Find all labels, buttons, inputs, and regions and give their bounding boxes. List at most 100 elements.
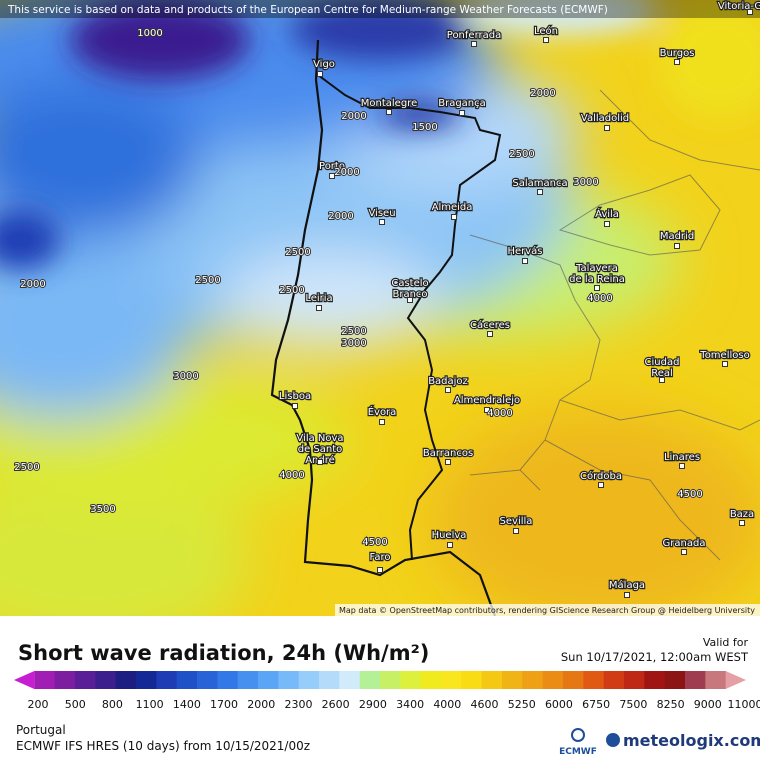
- colorbar-label: 6750: [582, 698, 610, 711]
- city-label: Faro: [370, 552, 391, 563]
- colorbar-label: 7500: [619, 698, 647, 711]
- city-dot: [739, 520, 745, 526]
- field: [0, 0, 760, 616]
- colorbar-label: 6000: [545, 698, 573, 711]
- colorbar-label: 1700: [210, 698, 238, 711]
- brand: meteologix.com: [623, 731, 760, 750]
- colorbar-label: 2900: [359, 698, 387, 711]
- city-dot: [459, 110, 465, 116]
- city-label: Burgos: [660, 48, 695, 59]
- city-dot: [747, 9, 753, 15]
- colorbar-segment: [461, 671, 483, 689]
- contour-label: 2000: [341, 111, 366, 122]
- colorbar-label: 200: [28, 698, 49, 711]
- city-label: Branco: [392, 289, 427, 300]
- colorbar-segment: [624, 671, 645, 689]
- city-dot: [513, 528, 519, 534]
- city-label: Málaga: [609, 579, 645, 591]
- colorbar-segment: [278, 671, 300, 689]
- colorbar-label: 1100: [136, 698, 164, 711]
- colorbar-segment: [298, 671, 320, 689]
- colorbar-label: 4000: [433, 698, 461, 711]
- city-dot: [679, 463, 685, 469]
- city-label: Almeida: [432, 202, 473, 213]
- city-label: Ciudad: [645, 357, 680, 368]
- colorbar-segment: [34, 671, 56, 689]
- colorbar-segment: [705, 671, 727, 689]
- city-dot: [722, 361, 728, 367]
- city-label: León: [534, 25, 558, 37]
- city-dot: [674, 59, 680, 65]
- city-dot: [681, 549, 687, 555]
- colorbar-segment: [95, 671, 117, 689]
- contour-label: 4000: [279, 470, 304, 481]
- colorbar-segment: [400, 671, 422, 689]
- colorbar-segment: [54, 671, 76, 689]
- colorbar-label: 9000: [694, 698, 722, 711]
- colorbar-segment: [156, 671, 178, 689]
- colorbar-label: 2300: [284, 698, 312, 711]
- colorbar-label: 800: [102, 698, 123, 711]
- country-border: [317, 74, 502, 561]
- city-dot: [543, 37, 549, 43]
- colorbar-segment: [319, 671, 340, 689]
- city-label: Lisboa: [279, 391, 311, 402]
- city-label: Valladolid: [581, 113, 629, 124]
- colorbar-label: 8250: [657, 698, 685, 711]
- contour-label: 3000: [341, 338, 366, 349]
- city-dot: [377, 567, 383, 573]
- city-dot: [445, 459, 451, 465]
- contour-label: 3500: [90, 504, 115, 515]
- colorbar-segment: [75, 671, 96, 689]
- contour-label: 4500: [362, 537, 387, 548]
- city-dot: [674, 243, 680, 249]
- city-label: Vigo: [313, 59, 335, 70]
- city-label: Vila Nova: [296, 433, 343, 444]
- contour-label: 2500: [195, 275, 220, 286]
- colorbar-segment: [197, 671, 218, 689]
- brand-icon: [606, 733, 620, 747]
- city-label: Porto: [319, 161, 345, 172]
- colorbar-segment: [502, 671, 523, 689]
- city-dot: [604, 221, 610, 227]
- contour-label: 2000: [334, 167, 359, 178]
- city-label: Viseu: [368, 208, 395, 219]
- city-dot: [594, 285, 600, 291]
- contour-label: 3000: [173, 371, 198, 382]
- city-dot: [329, 173, 335, 179]
- colorbar-segment: [258, 671, 279, 689]
- colorbar-segment: [441, 671, 462, 689]
- colorbar-label: 500: [65, 698, 86, 711]
- contour-label: 2000: [328, 211, 353, 222]
- colorbar-segment: [481, 671, 503, 689]
- colorbar-label: 5250: [508, 698, 536, 711]
- contour-label: 2000: [530, 88, 555, 99]
- ecmwf-icon: [571, 728, 585, 742]
- notice: This service is based on data and produc…: [7, 4, 608, 16]
- city-dot: [379, 219, 385, 225]
- contour-label: 2500: [509, 149, 534, 160]
- city-label: Castelo: [391, 278, 428, 289]
- model-info: ECMWF IFS HRES (10 days) from 10/15/2021…: [16, 739, 310, 753]
- colorbar-segment: [237, 671, 259, 689]
- contour-label: 4000: [487, 408, 512, 419]
- colorbar-segment: [380, 671, 401, 689]
- city-dot: [292, 403, 298, 409]
- colorbar-end: [14, 671, 35, 689]
- valid-label: Valid for: [703, 636, 749, 649]
- contour-label: 3000: [573, 177, 598, 188]
- colorbar-segment: [115, 671, 137, 689]
- contour-label: 2500: [14, 462, 39, 473]
- city-dot: [447, 542, 453, 548]
- colorbar-segment: [136, 671, 157, 689]
- region: Portugal: [16, 723, 66, 737]
- legend: Short wave radiation, 24h (Wh/m²) Valid …: [14, 636, 760, 757]
- city-dot: [624, 592, 630, 598]
- city-dot: [471, 41, 477, 47]
- city-label: Bragança: [438, 98, 486, 109]
- city-dot: [317, 71, 323, 77]
- colorbar-segment: [359, 671, 381, 689]
- city-label: Ponferrada: [447, 30, 501, 41]
- city-label: Vitoria-G: [718, 1, 760, 12]
